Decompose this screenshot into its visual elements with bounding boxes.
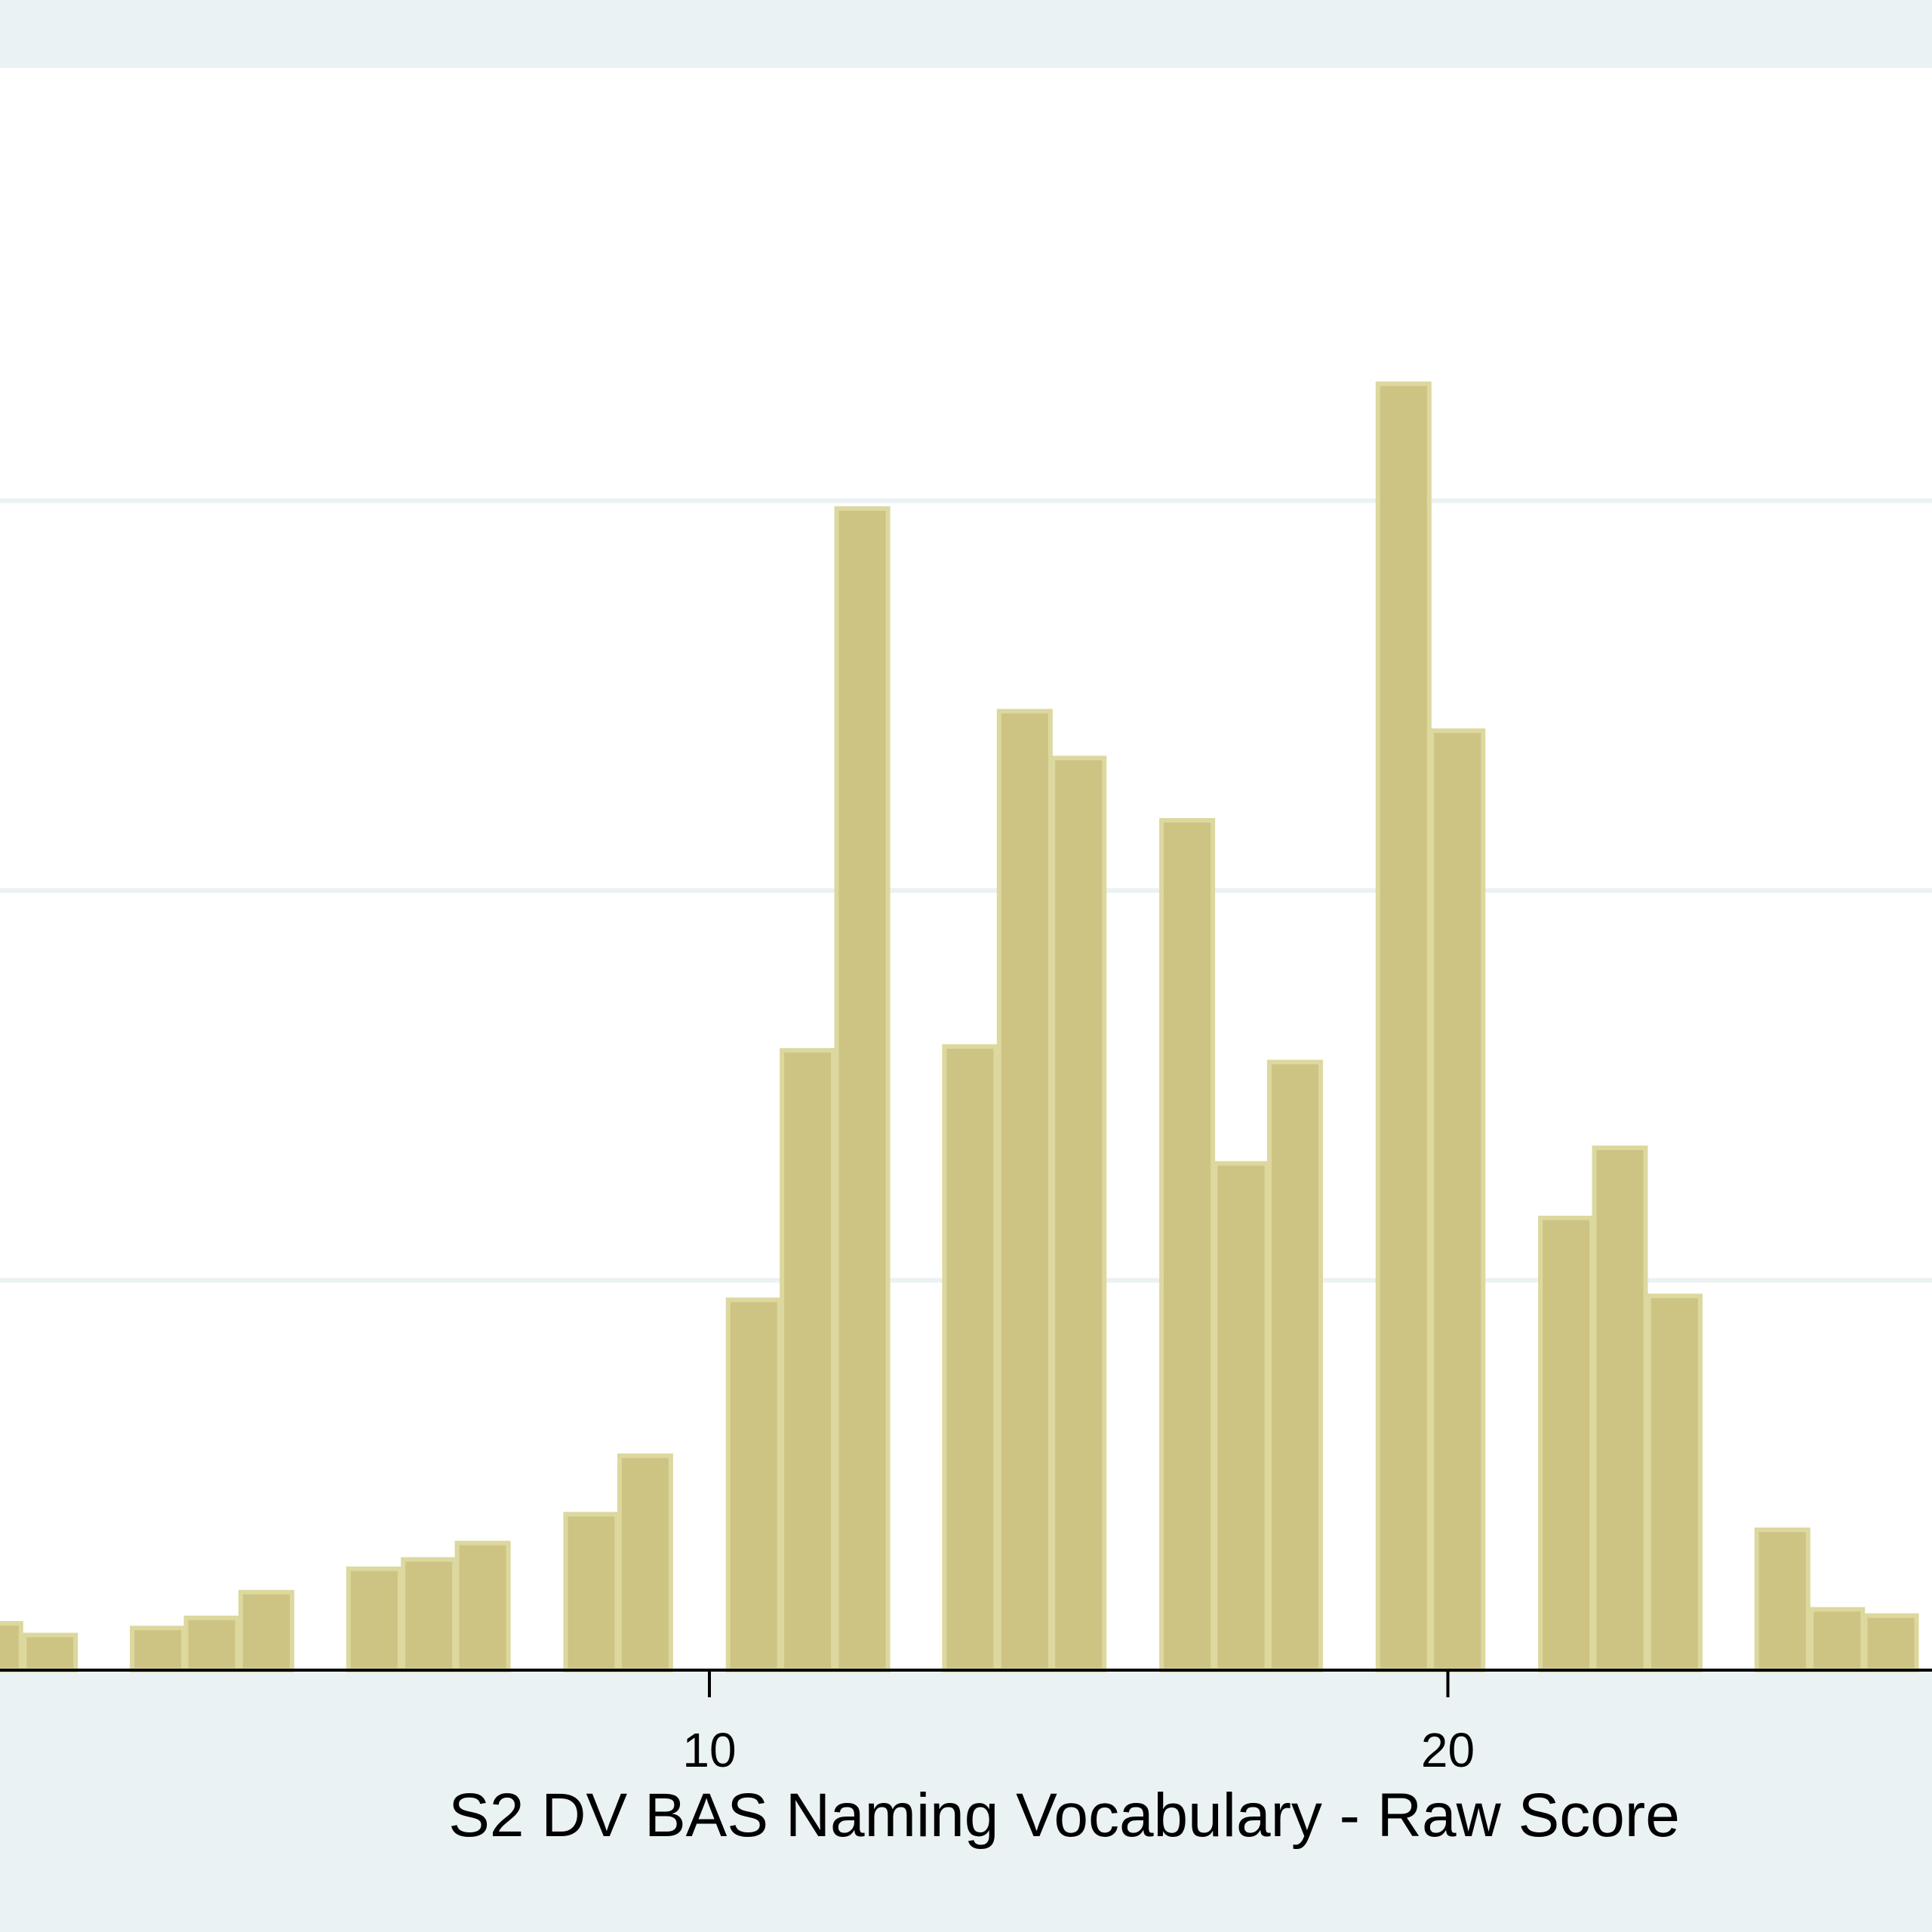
bar-3 [130,1626,186,1673]
bar-12 [780,1048,836,1672]
x-axis-ticks: 10 20 [682,1670,1475,1777]
bar-15 [996,709,1053,1672]
x-tick-label-20: 20 [1421,1723,1475,1777]
bars [0,381,1919,1673]
bar-19 [1266,1060,1323,1672]
bar-13 [834,506,891,1673]
bar-11 [725,1297,782,1672]
bar-9 [563,1512,620,1673]
bar-20 [1375,381,1432,1672]
bar-26 [1809,1607,1866,1673]
bar-27 [1863,1613,1919,1672]
bar-14 [942,1044,998,1672]
bar-8 [454,1540,511,1672]
bar-6 [346,1566,402,1672]
bar-4 [183,1615,240,1673]
bar-7 [401,1557,457,1672]
bar-18 [1213,1161,1269,1673]
bar-10 [617,1453,673,1673]
bar-23 [1592,1145,1648,1672]
bar-5 [238,1589,294,1672]
bar-16 [1051,755,1107,1672]
bar-21 [1429,728,1486,1672]
bar-1 [0,1621,23,1673]
bar-22 [1538,1215,1595,1672]
x-axis-title: S2 DV BAS Naming Vocabulary - Raw Score [448,1781,1680,1850]
bar-24 [1646,1294,1703,1673]
x-tick-label-10: 10 [682,1723,736,1777]
bar-25 [1754,1527,1810,1673]
bar-2 [22,1632,78,1672]
bar-17 [1159,818,1216,1672]
